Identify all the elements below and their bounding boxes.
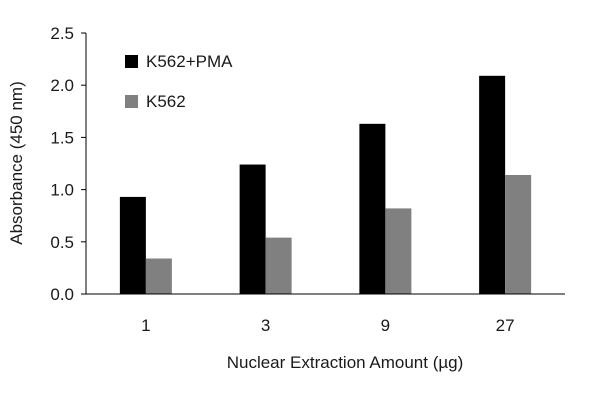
x-tick-label: 3 (261, 316, 270, 335)
bars (119, 75, 532, 294)
y-tick-label: 0.0 (50, 285, 74, 304)
y-tick-label: 1.0 (50, 181, 74, 200)
bar-k562-pma (239, 164, 266, 294)
bar-k562-pma (119, 196, 146, 294)
x-tick-label: 1 (141, 316, 150, 335)
bar-k562 (145, 258, 172, 294)
legend-label: K562 (146, 92, 186, 111)
y-tick-label: 2.0 (50, 76, 74, 95)
legend-swatch (125, 95, 138, 108)
bar-k562 (265, 237, 292, 294)
x-tick-label: 27 (496, 316, 515, 335)
x-tick-label: 9 (381, 316, 390, 335)
y-tick-label: 2.5 (50, 24, 74, 43)
legend-swatch (125, 55, 138, 68)
legend-label: K562+PMA (146, 52, 233, 71)
y-axis-ticks: 0.0 0.5 1.0 1.5 2.0 2.5 (50, 24, 86, 304)
x-axis-title: Nuclear Extraction Amount (µg) (227, 353, 464, 372)
y-axis-title: Absorbance (450 nm) (7, 81, 26, 244)
y-tick-label: 1.5 (50, 128, 74, 147)
bar-k562 (505, 174, 532, 294)
y-tick-label: 0.5 (50, 233, 74, 252)
x-axis-ticks: 1 3 9 27 (141, 316, 514, 335)
bar-k562-pma (359, 123, 386, 294)
bar-k562-pma (479, 75, 506, 294)
bar-k562 (385, 208, 412, 294)
legend: K562+PMA K562 (125, 52, 233, 111)
